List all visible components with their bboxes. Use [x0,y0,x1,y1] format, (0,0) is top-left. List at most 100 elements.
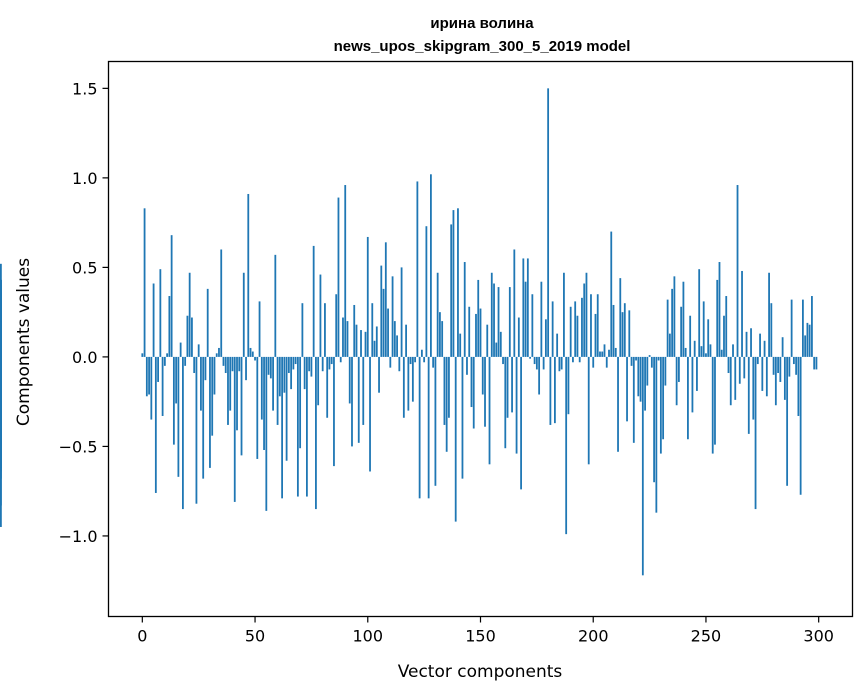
bar [475,313,477,357]
bar [493,283,495,357]
bar [242,272,245,357]
x-tick-label: 200 [578,627,609,646]
bar [707,319,710,357]
bar [761,356,764,391]
bar [145,356,148,397]
bar [380,265,383,357]
bar [675,356,678,406]
bar [263,356,265,450]
bar [468,306,471,357]
bar [215,353,218,357]
bar [811,296,813,357]
bar [224,356,227,374]
bar [621,312,624,357]
bar [759,333,761,357]
bar [544,319,547,357]
bar [360,330,362,357]
bar [254,356,256,361]
bar [211,356,214,436]
bar [229,356,232,411]
bar [711,356,714,454]
bar [206,288,209,357]
bar [587,356,590,465]
bar [612,304,615,357]
bar [628,310,631,357]
bar [662,356,665,440]
bar [423,356,426,363]
bar [170,235,173,357]
bar [157,356,159,382]
bar [486,324,489,357]
bar [373,340,376,357]
bar [450,224,453,357]
bar [515,356,518,454]
bar [324,303,326,357]
bar [495,342,498,357]
y-tick-label: −1.0 [59,527,98,546]
bar [504,356,507,449]
bar [502,356,504,365]
bar [362,356,365,425]
bar [319,274,322,357]
y-axis-label: Components values [14,258,34,426]
bar [549,356,552,425]
bar [533,356,536,365]
bar [333,356,335,467]
bar [396,335,398,357]
x-axis-ticks: 0 50 100 150 200 250 300 [137,616,834,646]
bar [696,356,698,391]
bar [705,353,707,357]
bar [630,356,633,366]
bar [231,356,234,372]
bar [738,356,741,384]
bar [265,356,268,511]
bar [520,356,522,490]
bar [371,303,374,357]
bar [538,356,541,395]
bar [479,308,482,357]
bar [161,356,164,416]
bar [673,276,676,357]
y-axis-ticks: 1.5 1.0 0.5 0.0 −0.5 −1.0 [59,79,109,546]
bar [727,356,730,374]
y-tick-label: 0.0 [72,348,97,367]
bar [269,356,272,379]
bar [472,356,475,429]
bar [154,356,157,493]
bar [795,356,798,375]
bar [513,249,516,357]
bar [554,356,556,424]
bar [290,356,293,390]
bar [750,328,752,357]
bar [716,279,719,357]
bar [454,356,457,522]
bar [765,356,768,397]
bar [317,356,320,406]
bar [574,301,577,357]
plot-frame [107,60,854,618]
bar [619,278,622,357]
bar [375,326,378,357]
bar [693,340,696,357]
bar [786,356,789,486]
bar [445,356,448,452]
bar [700,346,703,357]
bar [159,269,162,357]
bar [247,193,250,357]
x-axis-label: Vector components [398,662,563,682]
bar [535,356,538,370]
bar [276,356,279,425]
bar [448,356,450,418]
bar [393,321,396,357]
bar [567,356,570,415]
bar [608,349,610,357]
bar [477,279,480,357]
chart-title-line2: news_upos_skipgram_300_5_2019 model [334,38,631,55]
bar [152,283,155,357]
bar [387,308,389,357]
bar [398,356,401,372]
bar [743,356,746,379]
bar [256,356,259,459]
bar [432,356,435,368]
bar [768,272,770,357]
